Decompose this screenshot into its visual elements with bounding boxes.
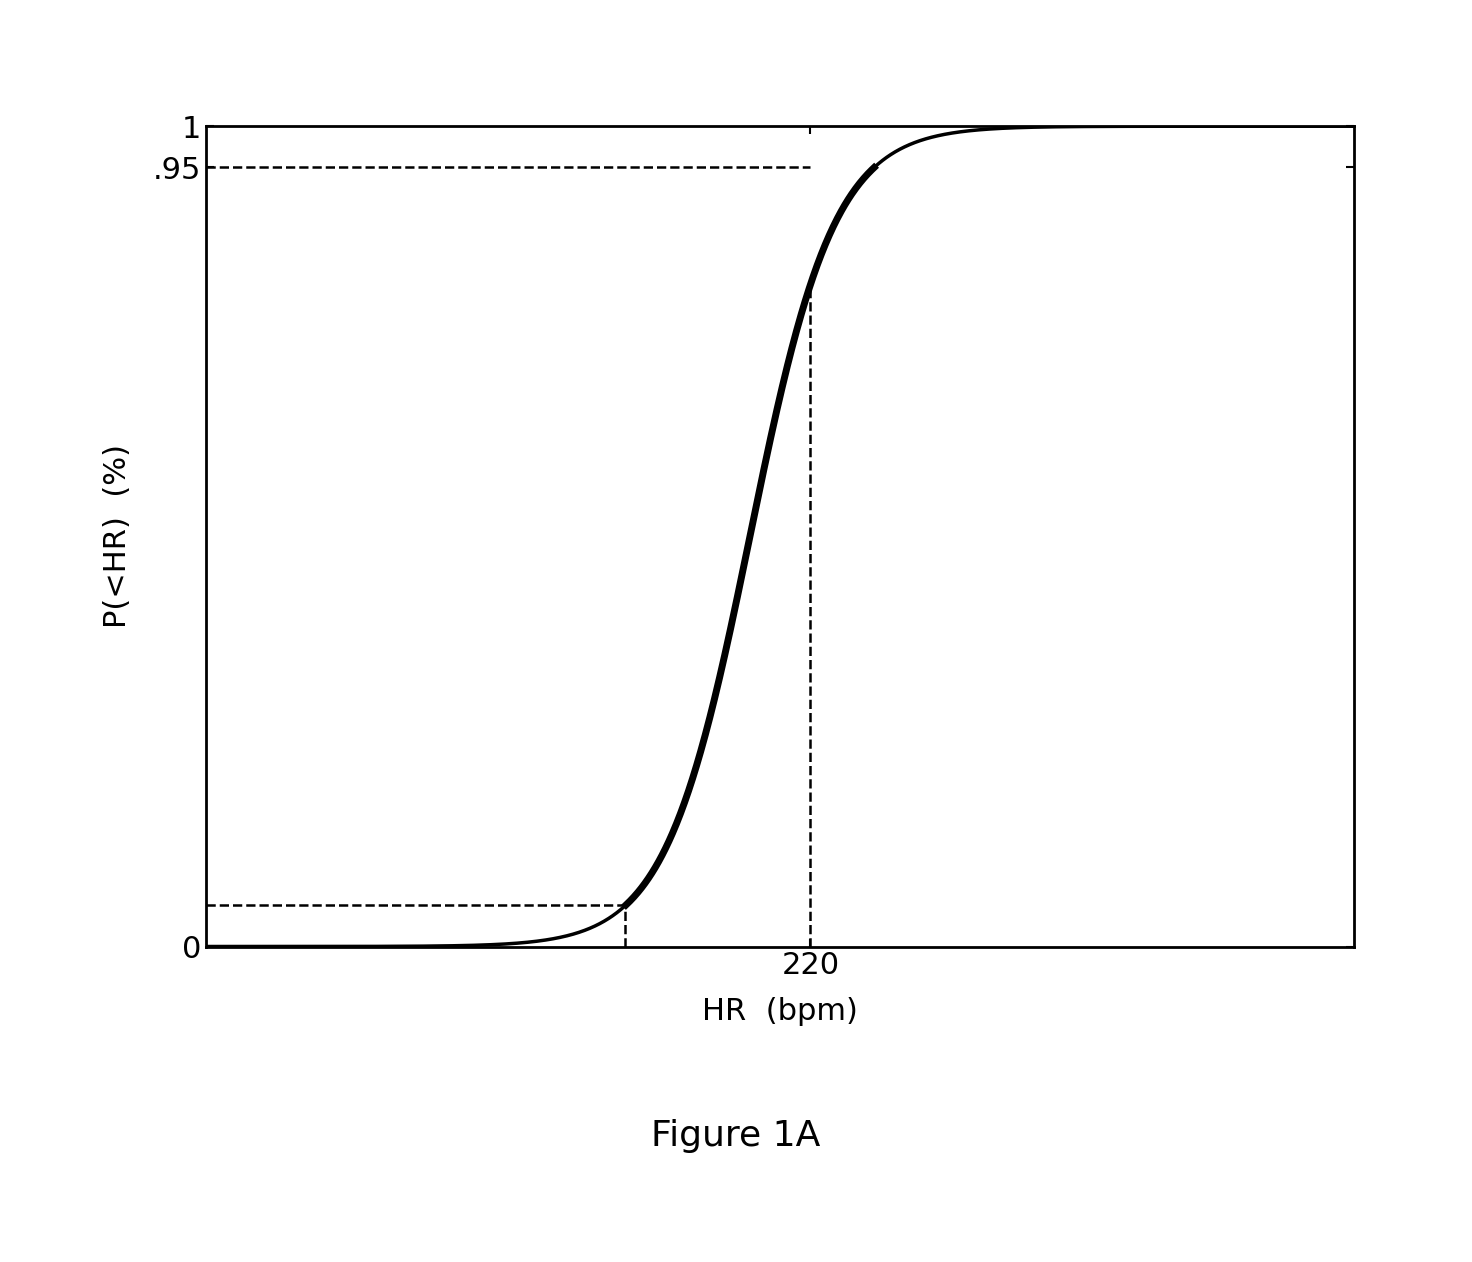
Y-axis label: P(<HR)  (%): P(<HR) (%) <box>103 444 132 628</box>
Text: Figure 1A: Figure 1A <box>651 1119 821 1152</box>
X-axis label: HR  (bpm): HR (bpm) <box>702 997 858 1026</box>
